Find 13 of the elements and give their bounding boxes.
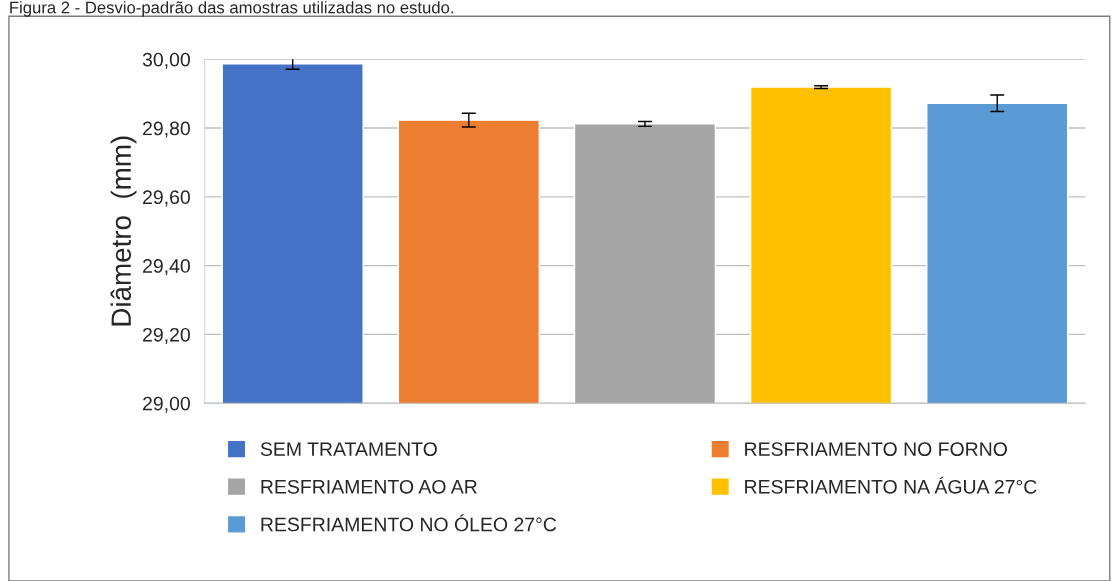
- y-tick-label: 29,40: [143, 259, 190, 276]
- y-tick-label: 29,60: [143, 190, 190, 207]
- legend-label: RESFRIAMENTO NA ÁGUA 27°C: [745, 476, 1037, 494]
- legend-label: RESFRIAMENTO NO ÓLEO 27°C: [261, 514, 557, 532]
- legend-label: SEM TRATAMENTO: [260, 442, 437, 457]
- legend-label: RESFRIAMENTO NO FORNO: [745, 442, 1007, 457]
- y-tick-label: 29,00: [143, 396, 190, 413]
- y-tick-label: 30,00: [142, 52, 190, 69]
- y-tick-label: 29,80: [143, 121, 190, 138]
- y-axis-title: Diâmetro (mm): [110, 136, 137, 326]
- y-tick-label: 29,20: [143, 327, 190, 344]
- chart-title: Figura 2 - Desvio-padrão das amostras utilizadas no estudo.: [10, 1, 453, 17]
- legend-label: RESFRIAMENTO AO AR: [261, 479, 477, 494]
